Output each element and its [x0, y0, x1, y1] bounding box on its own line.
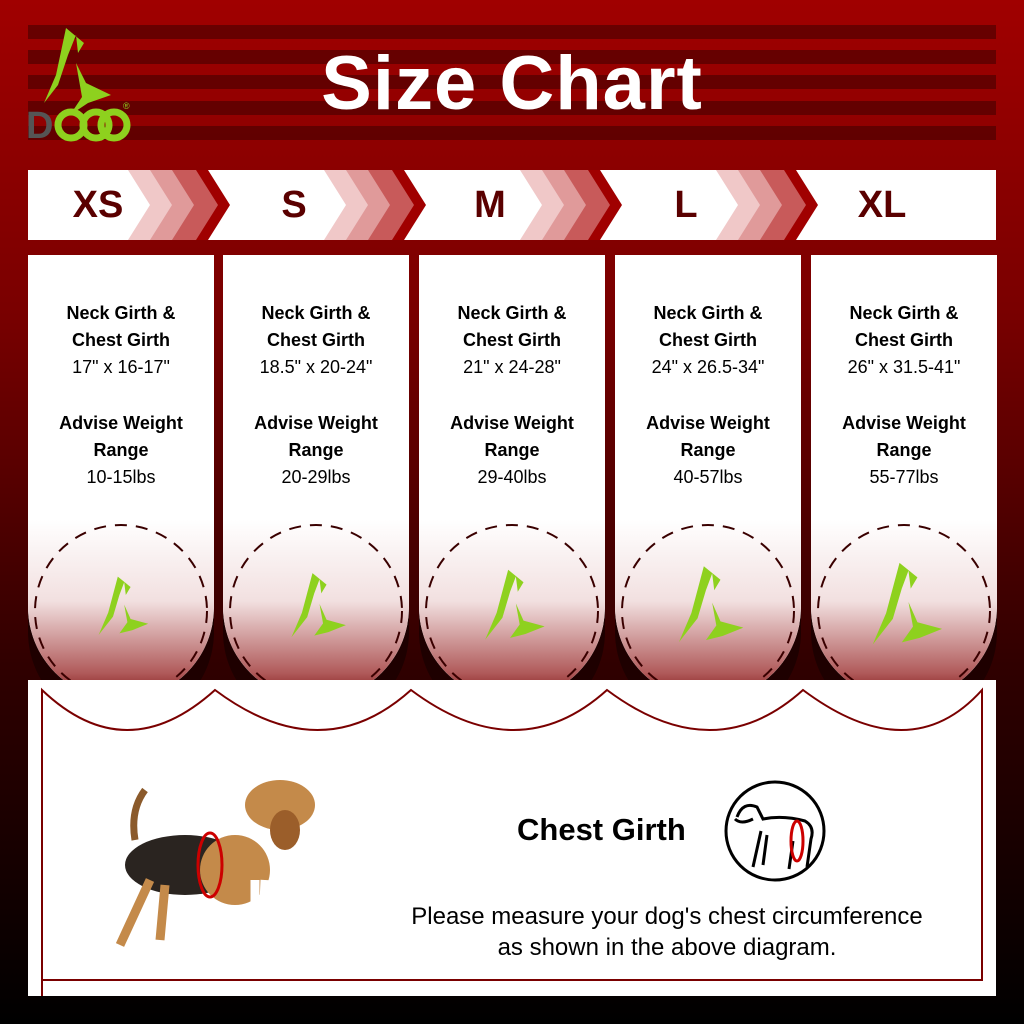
girth-label: Chest Girth [71, 330, 170, 350]
svg-text:D: D [26, 105, 53, 145]
size-label: L [674, 184, 698, 226]
girth-label: Neck Girth & [261, 303, 371, 323]
page-title: Size Chart [321, 41, 703, 126]
measure-note-line-1: Please measure your dog's chest circumfe… [411, 903, 923, 930]
weight-label: Range [876, 440, 932, 460]
weight-label: Range [484, 440, 540, 460]
size-label: M [474, 184, 506, 226]
size-label: S [281, 184, 307, 226]
girth-label: Neck Girth & [66, 303, 176, 323]
size-column-s: Neck Girth & Chest Girth 18.5" x 20-24" … [223, 255, 409, 725]
girth-label: Neck Girth & [457, 303, 567, 323]
size-label: XL [857, 184, 907, 226]
girth-label: Chest Girth [462, 330, 561, 350]
weight-label: Range [680, 440, 736, 460]
svg-text:®: ® [123, 101, 130, 111]
girth-value: 21" x 24-28" [463, 357, 561, 377]
size-tab-l: L [616, 170, 818, 240]
weight-label: Range [93, 440, 149, 460]
size-label: XS [72, 184, 124, 226]
chevron-arrow-icon [128, 170, 230, 240]
dog-logo-icon [621, 524, 795, 698]
size-tab-s: S [224, 170, 426, 240]
girth-label: Chest Girth [266, 330, 365, 350]
size-column-xl: Neck Girth & Chest Girth 26" x 31.5-41" … [811, 255, 997, 725]
girth-value: 26" x 31.5-41" [847, 357, 961, 377]
size-tab-xs: XS [28, 170, 230, 240]
girth-value: 24" x 26.5-34" [651, 357, 765, 377]
weight-label: Range [288, 440, 344, 460]
dog-logo-icon [817, 524, 991, 698]
weight-label: Advise Weight [450, 413, 574, 433]
beagle-image [115, 780, 315, 951]
header-stripes [28, 25, 996, 141]
size-column-xs: Neck Girth & Chest Girth 17" x 16-17" Ad… [28, 255, 214, 725]
chevron-arrow-icon [716, 170, 818, 240]
brand-logo: D ® [26, 25, 136, 147]
measure-note-line-2: as shown in the above diagram. [497, 934, 837, 961]
weight-value: 10-15lbs [86, 467, 156, 487]
chest-girth-diagram-icon [724, 780, 826, 882]
weight-value: 40-57lbs [673, 467, 743, 487]
weight-value: 20-29lbs [281, 467, 351, 487]
size-tab-xl: XL [812, 170, 996, 240]
weight-label: Advise Weight [59, 413, 183, 433]
dog-logo-icon [425, 524, 599, 698]
weight-label: Advise Weight [646, 413, 770, 433]
dog-logo-icon [34, 524, 208, 698]
weight-value: 29-40lbs [477, 467, 547, 487]
weight-value: 55-77lbs [869, 467, 939, 487]
girth-label: Chest Girth [658, 330, 757, 350]
size-column-m: Neck Girth & Chest Girth 21" x 24-28" Ad… [419, 255, 605, 725]
weight-label: Advise Weight [254, 413, 378, 433]
girth-label: Chest Girth [854, 330, 953, 350]
dog-logo-icon [229, 524, 403, 698]
girth-label: Neck Girth & [849, 303, 959, 323]
size-tab-m: M [420, 170, 622, 240]
girth-value: 17" x 16-17" [72, 357, 170, 377]
size-column-l: Neck Girth & Chest Girth 24" x 26.5-34" … [615, 255, 801, 725]
chevron-arrow-icon [324, 170, 426, 240]
girth-value: 18.5" x 20-24" [259, 357, 373, 377]
weight-label: Advise Weight [842, 413, 966, 433]
girth-label: Neck Girth & [653, 303, 763, 323]
chevron-arrow-icon [520, 170, 622, 240]
chest-girth-title: Chest Girth [517, 812, 686, 847]
size-banner: XS S M L XL [28, 170, 996, 240]
